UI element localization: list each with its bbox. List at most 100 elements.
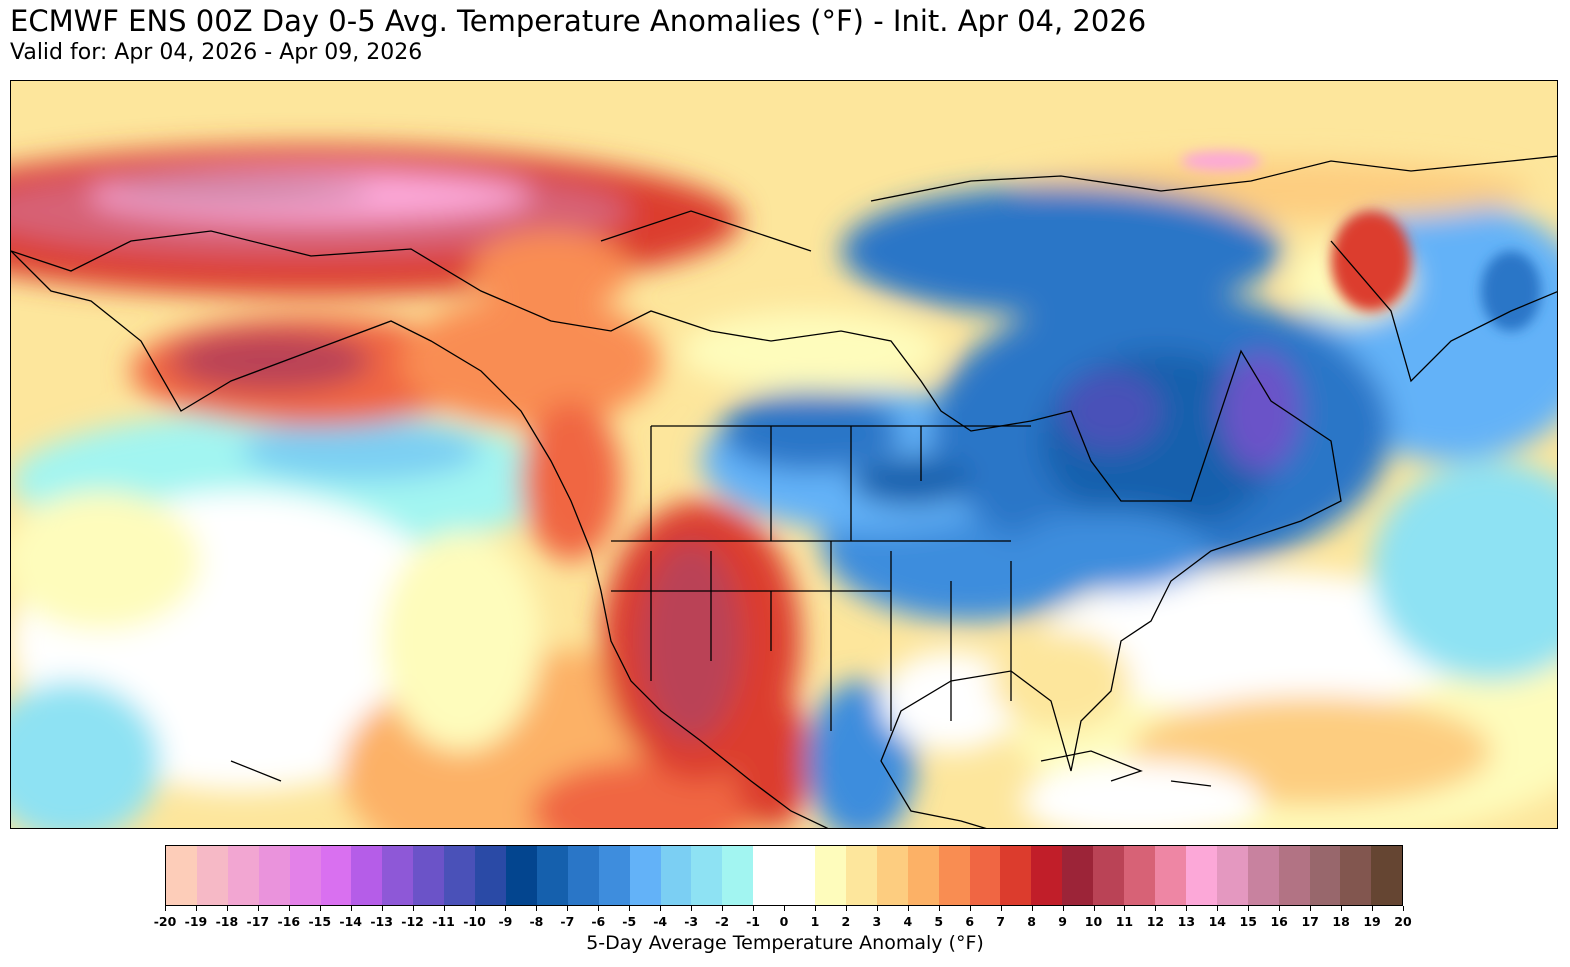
colorbar-swatch [1216, 846, 1248, 905]
colorbar-swatch [629, 846, 661, 905]
colorbar-tick-mark [1000, 906, 1002, 911]
colorbar-tick-label: 2 [841, 914, 851, 929]
colorbar-swatch [382, 846, 414, 905]
colorbar-tick-mark [1186, 906, 1188, 911]
colorbar-tick-mark [381, 906, 383, 911]
colorbar-tick-mark [722, 906, 724, 911]
colorbar-swatch [351, 846, 383, 905]
colorbar-tick-mark [1310, 906, 1312, 911]
colorbar-tick-label: -11 [432, 914, 455, 929]
colorbar-tick-label: 16 [1270, 914, 1288, 929]
colorbar-tick-mark [165, 906, 166, 911]
colorbar-tick-label: 20 [1394, 914, 1412, 929]
colorbar-tick-label: 18 [1332, 914, 1350, 929]
colorbar-tick-mark [629, 906, 631, 911]
colorbar-tick-mark [598, 906, 600, 911]
colorbar [165, 845, 1403, 906]
colorbar-swatch [722, 846, 754, 905]
colorbar-swatch [1155, 846, 1186, 905]
colorbar-tick-mark [969, 906, 971, 911]
colorbar-tick-label: 7 [996, 914, 1005, 929]
colorbar-swatch [691, 846, 723, 905]
colorbar-tick-label: 19 [1363, 914, 1381, 929]
colorbar-tick-label: -20 [153, 914, 177, 929]
colorbar-tick-label: 15 [1239, 914, 1257, 929]
colorbar-tick-label: 12 [1146, 914, 1165, 929]
colorbar-swatch [1340, 846, 1372, 905]
colorbar-swatch [1278, 846, 1310, 905]
colorbar-swatch [907, 846, 939, 905]
colorbar-tick-mark [567, 906, 569, 911]
colorbar-tick-label: -5 [622, 914, 637, 929]
colorbar-tick-mark [907, 906, 909, 911]
colorbar-tick-mark [876, 906, 878, 911]
colorbar-swatch [938, 846, 970, 905]
colorbar-tick-label: -19 [184, 914, 208, 929]
colorbar-tick-label: 13 [1177, 914, 1196, 929]
colorbar-swatch [1185, 846, 1217, 905]
colorbar-swatch [505, 846, 537, 905]
colorbar-tick-label: -14 [339, 914, 362, 929]
colorbar-swatch [258, 846, 290, 905]
colorbar-tick-mark [257, 906, 259, 911]
colorbar-tick-label: -1 [746, 914, 760, 929]
colorbar-tick-mark [412, 906, 414, 911]
coastlines [11, 155, 1557, 828]
colorbar-swatch [444, 846, 476, 905]
colorbar-tick-mark [195, 906, 197, 911]
colorbar-tick-mark [1031, 906, 1033, 911]
colorbar-swatch [660, 846, 692, 905]
colorbar-tick-label: -13 [370, 914, 393, 929]
colorbar-tick-mark [505, 906, 507, 911]
colorbar-tick-label: -2 [715, 914, 730, 929]
colorbar-tick-mark [845, 906, 847, 911]
colorbar-swatch [1062, 846, 1094, 905]
colorbar-tick-label: -16 [277, 914, 301, 929]
colorbar-tick-mark [1062, 906, 1064, 911]
map-title: ECMWF ENS 00Z Day 0-5 Avg. Temperature A… [10, 4, 1147, 38]
colorbar-tick-mark [660, 906, 662, 911]
colorbar-swatch [1000, 846, 1032, 905]
colorbar-swatch [413, 846, 445, 905]
colorbar-tick-mark [938, 906, 940, 911]
colorbar-tick-label: 5 [934, 914, 944, 929]
colorbar-swatch [320, 846, 352, 905]
colorbar-label: 5-Day Average Temperature Anomaly (°F) [586, 932, 984, 954]
colorbar-tick-label: 14 [1208, 914, 1226, 929]
colorbar-swatch [196, 846, 228, 905]
colorbar-tick-label: -10 [463, 914, 486, 929]
colorbar-tick-label: 9 [1058, 914, 1067, 929]
colorbar-tick-mark [691, 906, 693, 911]
map-subtitle: Valid for: Apr 04, 2026 - Apr 09, 2026 [10, 40, 423, 65]
colorbar-tick-mark [536, 906, 538, 911]
colorbar-swatch [289, 846, 321, 905]
colorbar-swatch [598, 846, 630, 905]
colorbar-tick-label: 11 [1115, 914, 1134, 929]
colorbar-swatch [784, 846, 816, 905]
colorbar-tick-label: -15 [308, 914, 332, 929]
colorbar-tick-mark [1093, 906, 1095, 911]
colorbar-tick-mark [350, 906, 352, 911]
colorbar-swatch [969, 846, 1001, 905]
colorbar-tick-mark [1403, 906, 1404, 911]
colorbar-swatch [475, 846, 506, 905]
colorbar-tick-label: -4 [653, 914, 668, 929]
colorbar-tick-label: 4 [903, 914, 913, 929]
colorbar-tick-label: 17 [1301, 914, 1319, 929]
colorbar-tick-label: -7 [560, 914, 575, 929]
colorbar-tick-mark [474, 906, 476, 911]
colorbar-tick-mark [319, 906, 321, 911]
colorbar-tick-label: -9 [498, 914, 513, 929]
colorbar-tick-mark [1124, 906, 1126, 911]
colorbar-tick-label: 0 [779, 914, 789, 929]
colorbar-tick-mark [1341, 906, 1343, 911]
colorbar-ticks: -20 -19 -18 -17 -16 -15 -14 -13 -12 -11 -10 -9 -8 -7-… [154, 906, 1412, 936]
colorbar-tick-mark [288, 906, 290, 911]
colorbar-tick-label: -12 [401, 914, 424, 929]
colorbar-swatch [1371, 846, 1403, 905]
colorbar-swatch [567, 846, 599, 905]
colorbar-swatch [227, 846, 259, 905]
colorbar-swatch [536, 846, 568, 905]
colorbar-tick-mark [1248, 906, 1250, 911]
colorbar-swatch [845, 846, 877, 905]
